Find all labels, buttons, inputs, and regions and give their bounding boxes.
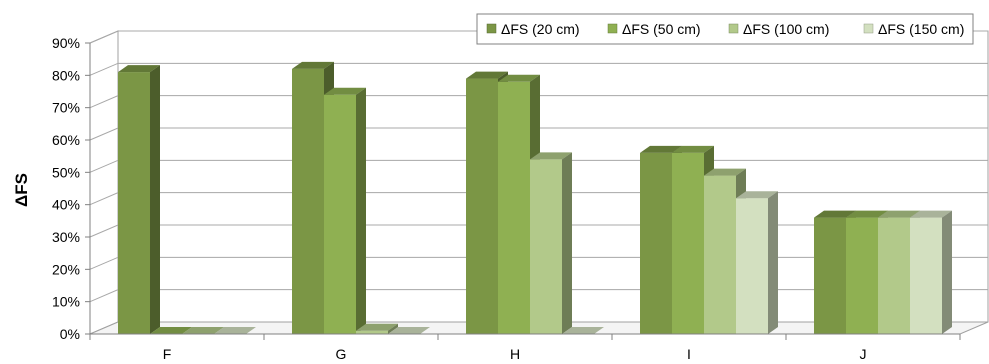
y-tick-label: 70% (52, 100, 80, 116)
legend-label: ΔFS (100 cm) (743, 21, 829, 37)
x-axis-ticks: F G H I J (89, 333, 961, 362)
bar-top (704, 168, 746, 176)
y-axis-ticks: 0% 10% 20% 30% 40% 50% 60% 70% 80% 90% (52, 35, 91, 342)
bar-top (118, 65, 160, 73)
bar-top (498, 74, 540, 82)
x-tick-label: H (510, 346, 520, 362)
bar-side (388, 323, 398, 334)
x-tick-label: J (860, 346, 867, 362)
legend-label: ΔFS (150 cm) (878, 21, 964, 37)
legend-item: ΔFS (100 cm) (728, 21, 829, 37)
legend-item: ΔFS (50 cm) (607, 21, 701, 37)
bar-top (150, 327, 192, 334)
y-tick-label: 60% (52, 132, 80, 148)
y-tick-label: 30% (52, 229, 80, 245)
bar (150, 327, 192, 334)
bar (118, 65, 160, 334)
legend-swatch (863, 23, 874, 34)
bar (388, 327, 430, 334)
bar-front (292, 68, 324, 334)
y-tick-label: 40% (52, 197, 80, 213)
bar-front (324, 94, 356, 334)
x-tick-label: F (163, 346, 172, 362)
bar-top (324, 87, 366, 95)
bar-top (814, 210, 856, 218)
bar-top (466, 71, 508, 79)
bar (182, 327, 224, 334)
y-tick-label: 80% (52, 67, 80, 83)
bar-top (530, 152, 572, 160)
bar-side (768, 191, 778, 334)
bar-front (846, 217, 878, 334)
legend-item: ΔFS (150 cm) (863, 21, 964, 37)
bar (214, 327, 256, 334)
y-axis-label: ΔFS (12, 173, 31, 207)
bar (562, 327, 604, 334)
y-tick-label: 50% (52, 164, 80, 180)
y-tick-label: 0% (60, 326, 80, 342)
legend-swatch (486, 23, 497, 34)
bar-top (736, 191, 778, 199)
bar-side (942, 210, 952, 334)
legend-label: ΔFS (20 cm) (501, 21, 580, 37)
bar-top (910, 210, 952, 218)
x-tick-label: I (687, 346, 691, 362)
bar-top (562, 327, 604, 334)
bar-front (118, 72, 150, 334)
bar-front (736, 198, 768, 334)
bar-top (672, 145, 714, 153)
bar-side (356, 87, 366, 334)
y-tick-label: 90% (52, 35, 80, 51)
legend-swatch (728, 23, 739, 34)
bar-front (704, 175, 736, 334)
x-tick-label: G (336, 346, 347, 362)
bar (910, 210, 952, 334)
bar-top (846, 210, 888, 218)
bar-top (356, 323, 398, 331)
y-tick-label: 10% (52, 294, 80, 310)
legend-box (476, 13, 974, 45)
bar-front (356, 330, 388, 334)
y-tick-label: 20% (52, 261, 80, 277)
bar-front (466, 78, 498, 334)
legend-label: ΔFS (50 cm) (622, 21, 701, 37)
bar (324, 87, 366, 334)
bar (356, 323, 398, 334)
left-wall (89, 30, 119, 335)
bar-top (214, 327, 256, 334)
bar-front (910, 217, 942, 334)
bar (736, 191, 778, 334)
legend: ΔFS (20 cm) ΔFS (50 cm) ΔFS (100 cm) ΔFS (1… (476, 13, 974, 45)
bar-top (640, 145, 682, 153)
bar-front (814, 217, 846, 334)
bar-side (150, 65, 160, 334)
bar-top (292, 61, 334, 69)
bar-top (878, 210, 920, 218)
bar-front (530, 159, 562, 334)
bar-top (388, 327, 430, 334)
bar-top (182, 327, 224, 334)
bars (118, 61, 952, 335)
bar-side (562, 152, 572, 334)
bar-front (640, 152, 672, 334)
legend-swatch (607, 23, 618, 34)
bar-front (498, 81, 530, 334)
legend-item: ΔFS (20 cm) (486, 21, 580, 37)
bar (530, 152, 572, 334)
bar-front (878, 217, 910, 334)
bar-front (672, 152, 704, 334)
gridline (89, 62, 988, 76)
